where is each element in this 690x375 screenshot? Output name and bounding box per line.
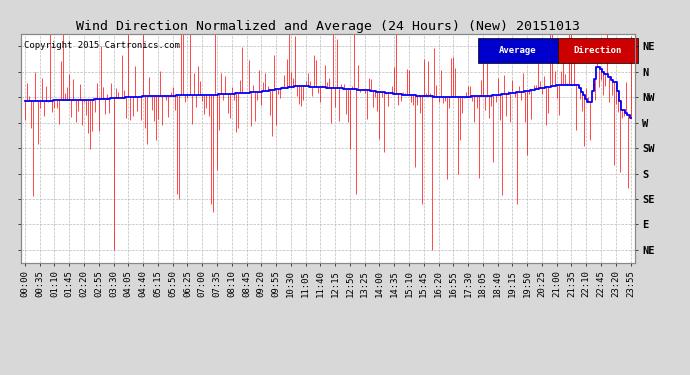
Title: Wind Direction Normalized and Average (24 Hours) (New) 20151013: Wind Direction Normalized and Average (2…: [76, 20, 580, 33]
FancyBboxPatch shape: [558, 38, 638, 63]
Text: Direction: Direction: [574, 46, 622, 56]
Text: Copyright 2015 Cartronics.com: Copyright 2015 Cartronics.com: [23, 40, 179, 50]
FancyBboxPatch shape: [478, 38, 558, 63]
Text: Average: Average: [500, 46, 537, 56]
